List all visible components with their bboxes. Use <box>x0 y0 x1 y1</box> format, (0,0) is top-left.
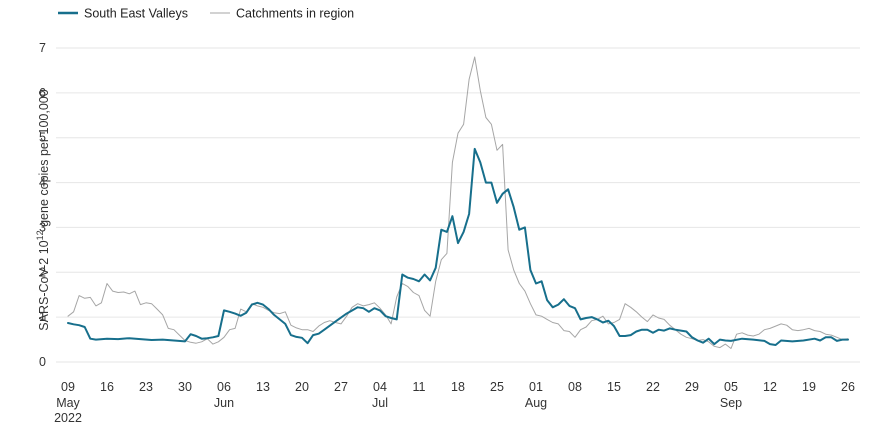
x-tick-month: Aug <box>525 396 547 410</box>
x-tick-label: 12 <box>763 380 777 394</box>
legend-label-south-east-valleys: South East Valleys <box>84 7 188 21</box>
gridlines <box>56 47 860 363</box>
x-tick-label: 04 <box>373 380 387 394</box>
x-tick-year: 2022 <box>54 411 82 424</box>
x-tick-label: 05 <box>724 380 738 394</box>
y-tick-label: 5 <box>39 131 46 145</box>
x-tick-label: 13 <box>256 380 270 394</box>
x-tick-label: 25 <box>490 380 504 394</box>
series-lines <box>67 56 849 349</box>
x-tick-label: 11 <box>413 380 426 394</box>
x-tick-label: 19 <box>802 380 816 394</box>
x-tick-month: Sep <box>720 396 742 410</box>
x-tick-label: 08 <box>568 380 582 394</box>
x-tick-label: 23 <box>139 380 153 394</box>
legend-label-catchments-in-region: Catchments in region <box>236 7 354 21</box>
y-axis-label-superscript: 12 <box>35 230 45 240</box>
x-tick-label: 01 <box>529 380 543 394</box>
x-tick-label: 16 <box>100 380 114 394</box>
y-tick-label: 3 <box>39 220 46 234</box>
x-tick-label: 30 <box>178 380 192 394</box>
x-tick-label: 06 <box>217 380 231 394</box>
series-line-catchments-in-region <box>67 56 849 349</box>
y-axis-label: SARS-CoV-2 1012 gene copies per 100,000 <box>35 89 51 330</box>
x-tick-label: 22 <box>646 380 660 394</box>
x-tick-label: 15 <box>607 380 621 394</box>
x-tick-label: 18 <box>451 380 465 394</box>
series-line-south-east-valleys <box>67 147 849 346</box>
y-tick-label: 7 <box>39 41 46 55</box>
y-tick-label: 1 <box>39 310 46 324</box>
y-tick-label: 2 <box>39 265 46 279</box>
x-tick-label: 29 <box>685 380 699 394</box>
x-tick-month: May <box>56 396 80 410</box>
y-tick-label: 0 <box>39 355 46 369</box>
x-tick-label: 09 <box>61 380 75 394</box>
legend: South East Valleys Catchments in region <box>58 7 354 21</box>
x-tick-label: 26 <box>841 380 855 394</box>
x-tick-month: Jul <box>372 396 388 410</box>
y-axis-label-prefix: SARS-CoV-2 10 <box>37 240 51 330</box>
x-tick-label: 27 <box>334 380 348 394</box>
y-axis-ticks: 0 1 2 3 4 5 6 7 <box>39 41 46 369</box>
x-tick-label: 20 <box>295 380 309 394</box>
x-tick-month: Jun <box>214 396 234 410</box>
y-tick-label: 4 <box>39 176 46 190</box>
y-tick-label: 6 <box>39 86 46 100</box>
y-axis-label-suffix: gene copies per 100,000 <box>37 89 51 230</box>
